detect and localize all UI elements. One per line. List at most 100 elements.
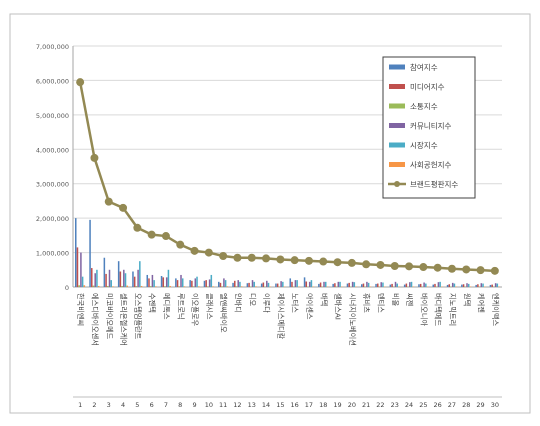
- brand-index-point-4: [119, 203, 128, 212]
- bar-1-10: [203, 280, 206, 287]
- x-category-label: 엘앤씨바이오: [219, 293, 228, 333]
- x-rank-label: 15: [276, 401, 284, 409]
- bar-4-24: [409, 282, 411, 287]
- bar-5-5: [139, 261, 141, 287]
- bar-5-29: [482, 283, 484, 287]
- bar-6-23: [398, 286, 400, 287]
- bar-1-4: [117, 261, 120, 287]
- bar-3-14: [264, 286, 266, 287]
- bar-5-7: [167, 269, 170, 287]
- bar-2-22: [377, 283, 379, 287]
- bar-6-8: [183, 286, 186, 287]
- bar-6-6: [155, 286, 157, 287]
- bar-3-17: [307, 286, 309, 287]
- x-category-label: 원텍: [462, 293, 471, 306]
- bar-4-6: [151, 274, 154, 287]
- brand-index-point-20: [347, 258, 356, 267]
- x-rank-label: 13: [248, 401, 256, 409]
- bar-3-26: [435, 286, 438, 287]
- bar-6-12: [240, 286, 243, 287]
- bar-2-16: [291, 281, 293, 287]
- bar-2-20: [348, 282, 350, 287]
- bar-2-6: [148, 278, 150, 287]
- bar-3-24: [407, 286, 409, 287]
- bar-2-23: [391, 283, 393, 287]
- bar-1-28: [461, 284, 463, 287]
- brand-index-point-14: [262, 254, 271, 263]
- bar-5-14: [267, 282, 270, 287]
- bar-4-4: [123, 269, 125, 287]
- x-category-label: 씨젠: [405, 293, 414, 307]
- bar-6-4: [126, 285, 128, 287]
- bar-2-26: [434, 283, 436, 287]
- x-category-label: 바이오니아: [419, 293, 428, 326]
- bar-4-1: [80, 252, 82, 287]
- x-rank-label: 21: [362, 401, 370, 409]
- bar-3-7: [164, 286, 166, 287]
- x-rank-label: 6: [150, 401, 154, 409]
- bar-6-9: [197, 286, 200, 287]
- x-category-label: 디오: [248, 293, 257, 307]
- bar-4-8: [180, 274, 182, 287]
- bar-6-13: [255, 286, 257, 287]
- x-rank-label: 5: [135, 401, 139, 409]
- bar-6-11: [226, 286, 229, 287]
- bar-5-26: [439, 281, 441, 287]
- bar-1-17: [303, 277, 306, 287]
- bar-2-4: [119, 271, 122, 287]
- legend-swatch: [389, 162, 405, 167]
- bar-2-24: [405, 283, 408, 287]
- bar-1-22: [375, 283, 377, 287]
- x-category-label: 오스템임플란트: [133, 293, 142, 340]
- bar-4-17: [308, 281, 311, 287]
- brand-index-point-7: [161, 232, 170, 241]
- bar-4-10: [208, 279, 211, 287]
- bar-6-22: [383, 286, 386, 287]
- brand-index-point-5: [133, 223, 142, 232]
- y-tick-label: 2,000,000: [36, 215, 69, 223]
- bar-3-12: [235, 286, 238, 287]
- bar-4-28: [466, 283, 468, 287]
- brand-index-point-22: [376, 260, 385, 269]
- bar-3-21: [364, 286, 366, 287]
- bar-4-15: [280, 281, 282, 287]
- bar-5-13: [253, 281, 255, 287]
- x-category-label: 수젠텍: [148, 293, 157, 313]
- bar-1-15: [275, 283, 277, 287]
- bar-4-7: [165, 277, 168, 287]
- bar-3-28: [464, 286, 467, 287]
- bar-1-14: [260, 283, 263, 287]
- bar-1-5: [132, 271, 134, 287]
- x-category-label: 셀트리온헬스케어: [119, 293, 128, 346]
- bar-6-24: [412, 286, 414, 287]
- x-category-label: 케어젠: [477, 293, 486, 313]
- x-category-label: 인바디: [233, 293, 242, 313]
- bar-1-12: [232, 282, 234, 287]
- y-tick-label: 1,000,000: [36, 250, 69, 258]
- bar-1-13: [246, 283, 249, 287]
- bar-4-11: [223, 278, 225, 287]
- legend-swatch: [389, 103, 405, 109]
- bar-6-5: [140, 285, 143, 287]
- brand-index-point-9: [190, 246, 199, 255]
- bar-5-28: [467, 283, 470, 287]
- bar-5-18: [324, 281, 327, 287]
- bar-2-3: [105, 273, 107, 287]
- brand-index-point-13: [247, 253, 256, 262]
- brand-index-point-19: [333, 258, 342, 267]
- brand-index-point-10: [204, 248, 213, 257]
- bar-6-20: [355, 286, 357, 287]
- x-category-label: 미코바이오메드: [105, 293, 114, 340]
- bar-1-20: [346, 283, 349, 287]
- legend-swatch: [389, 123, 405, 128]
- legend-label: 소통지수: [410, 102, 438, 111]
- x-rank-label: 29: [476, 401, 484, 409]
- legend-label: 브랜드평판지수: [410, 179, 458, 189]
- bar-1-21: [361, 284, 363, 287]
- bar-1-11: [218, 281, 220, 287]
- x-category-label: 바디텍메드: [434, 293, 443, 326]
- bar-3-15: [278, 286, 281, 287]
- bar-6-21: [369, 286, 372, 287]
- bar-4-27: [451, 282, 454, 287]
